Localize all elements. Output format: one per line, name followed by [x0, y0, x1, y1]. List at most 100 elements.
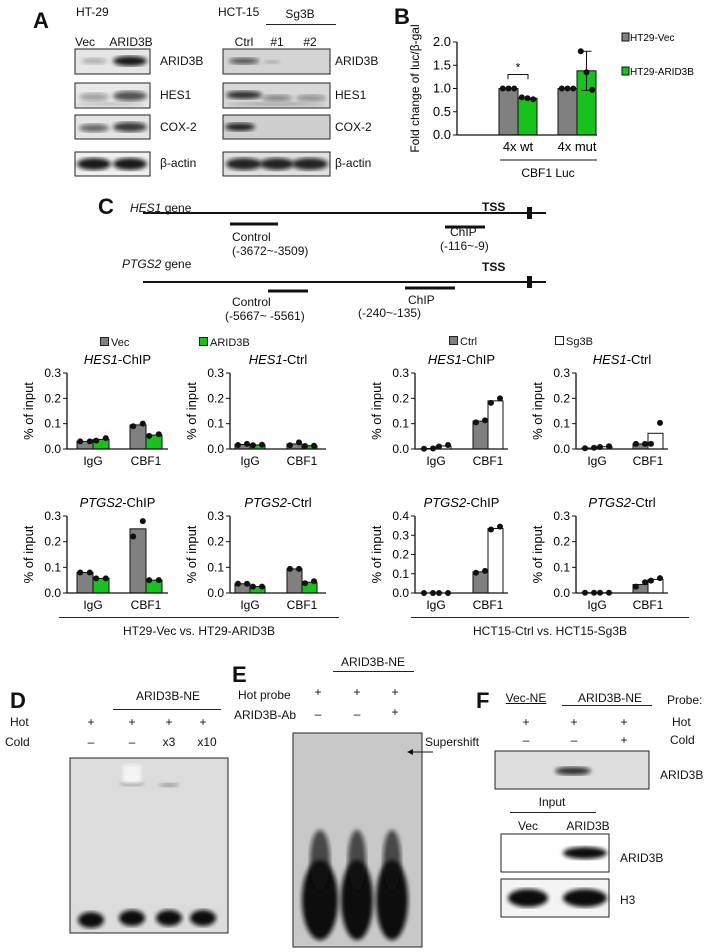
data-point: [642, 440, 648, 447]
lane-label: #1: [270, 35, 284, 49]
data-point: [139, 518, 146, 525]
data-point: [287, 442, 293, 449]
x-tick-label: CBF1: [131, 454, 162, 468]
group-label-ht29: HT29-Vec vs. HT29-ARID3B: [122, 624, 276, 638]
y-axis-label: Fold change of luc/β-gal: [408, 24, 422, 152]
title-gene: HES1: [84, 352, 118, 367]
title-suffix: -Ctrl: [631, 495, 656, 510]
y-tick-label: 0.2: [392, 391, 409, 405]
lane-sign: x10: [197, 735, 217, 749]
group-line: [510, 812, 596, 813]
chart-title: HES1-Ctrl: [593, 352, 652, 367]
data-point: [583, 69, 590, 76]
protein-band: [292, 158, 328, 170]
chart-title: HES1-ChIP: [84, 352, 151, 367]
data-point: [577, 48, 584, 55]
row-label-cold: Cold: [5, 735, 30, 749]
chart-title: PTGS2-ChIP: [80, 495, 156, 510]
data-point: [511, 85, 518, 92]
data-point: [497, 523, 503, 530]
data-point: [259, 583, 265, 590]
group-line: [113, 709, 221, 710]
y-tick-label: 1.0: [433, 81, 451, 96]
protein-label: HES1: [160, 88, 192, 102]
cell-line-hct15: HCT-15: [218, 5, 260, 19]
y-axis-label: % of input: [369, 525, 384, 583]
y-tick-label: 0.2: [207, 391, 224, 405]
chart-title: HES1-Ctrl: [249, 352, 308, 367]
panel-label-d: D: [10, 688, 26, 713]
protein-band: [229, 58, 259, 64]
lane-sign: x3: [162, 735, 176, 749]
y-axis-label: % of input: [369, 382, 384, 440]
charts: 0.0 0.5 1.0 1.5 2.0 4x wt 4x mut Fold change of…: [21, 24, 694, 612]
legend-arid3b: ARID3B: [199, 337, 250, 349]
lane-sign: +: [391, 705, 399, 719]
protein-band: [113, 158, 147, 170]
data-point: [505, 85, 512, 92]
gene-title-ptgs2: PTGS2 gene: [122, 258, 191, 270]
gene-name-hes1: HES1: [130, 201, 162, 215]
tss-label: TSS: [482, 260, 506, 274]
title-suffix: -ChIP: [462, 352, 495, 367]
y-tick-label: 0.2: [44, 391, 61, 405]
input-label: Input: [538, 795, 566, 809]
lane-sign: +: [87, 715, 95, 729]
data-point: [518, 94, 525, 101]
data-point: [155, 577, 162, 584]
chart-c7: 0.0 0.1 0.2 0.3 0.4 IgG CBF1 % of input PTGS2-Ch…: [369, 495, 508, 612]
lane-sign: +: [199, 715, 207, 729]
y-tick-label: 0.3: [392, 366, 409, 380]
lane-sign: +: [391, 685, 399, 699]
x-tick-label: CBF1: [287, 454, 318, 468]
chart-c2: 0.0 0.1 0.2 0.3 IgG CBF1 % of input HES1-Ctrl: [184, 352, 326, 468]
y-axis-label: % of input: [184, 525, 199, 583]
data-point: [235, 580, 241, 587]
legend-swatch: [555, 336, 564, 345]
protein-label: COX-2: [160, 120, 197, 134]
lane-sign: +: [620, 715, 628, 729]
data-point: [436, 443, 442, 450]
gene-suffix: gene: [161, 257, 192, 271]
y-tick-label: 0.0: [44, 442, 61, 456]
data-point: [642, 579, 648, 586]
y-tick-label: 1.5: [433, 57, 451, 72]
control-label: Control: [232, 230, 271, 244]
protein-band: [226, 158, 262, 170]
data-point: [130, 533, 137, 540]
protein-band: [225, 123, 255, 131]
protein-band: [78, 912, 104, 928]
x-group-label: CBF1 Luc: [521, 166, 574, 180]
protein-band: [190, 910, 216, 926]
legend-label: ARID3B: [210, 337, 250, 349]
data-point: [250, 442, 256, 449]
data-point: [648, 577, 654, 584]
bar-ctrl-cbf1: [472, 420, 489, 450]
lane-label: ARID3B: [109, 35, 153, 49]
data-point: [155, 431, 162, 438]
title-suffix: -ChIP: [466, 495, 499, 510]
protein-band: [226, 102, 326, 106]
data-point: [311, 578, 317, 585]
legend-swatch: [621, 32, 630, 42]
panel-label-f: F: [476, 688, 490, 713]
row-label-ab: ARID3B-Ab: [234, 708, 297, 722]
blots: [69, 48, 650, 948]
probe-label: Probe:: [667, 693, 703, 707]
lane-label: Ctrl: [234, 35, 254, 49]
group-label: ARID3B-NE: [135, 689, 201, 703]
chip-label: ChIP: [450, 225, 477, 239]
protein-band: [113, 91, 147, 101]
y-tick-label: 0.3: [553, 509, 570, 523]
bar-ht29-vec-4xwt: [498, 88, 519, 136]
y-tick-label: 0.1: [553, 417, 570, 431]
title-suffix: -ChIP: [122, 495, 155, 510]
lane-label: Vec: [74, 35, 96, 49]
data-point: [130, 423, 137, 430]
chart-c8: 0.0 0.1 0.2 0.3 IgG CBF1 % of input PTGS2-Ctrl: [530, 495, 668, 612]
title-gene: PTGS2: [588, 495, 631, 510]
gel-well: [123, 765, 141, 785]
data-point: [93, 437, 100, 444]
y-axis-label: % of input: [21, 525, 36, 583]
chart-title: PTGS2-Ctrl: [588, 495, 655, 510]
